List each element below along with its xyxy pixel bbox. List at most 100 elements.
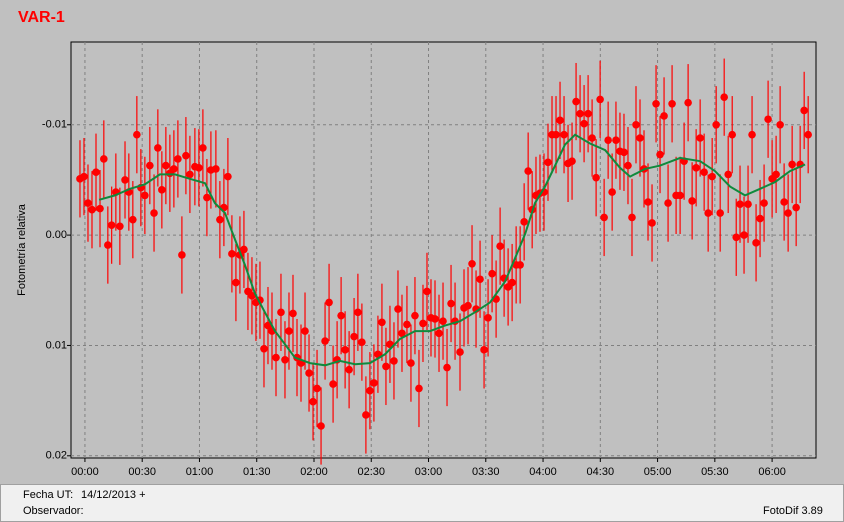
- data-point: [212, 165, 220, 173]
- x-tick-label: 06:00: [758, 466, 786, 478]
- data-point: [748, 130, 756, 139]
- data-point: [696, 134, 704, 142]
- data-point: [398, 329, 406, 338]
- date: 14/12/2013 +: [81, 489, 146, 501]
- data-point: [305, 369, 313, 377]
- chart-title: VAR-1: [18, 9, 65, 26]
- data-point: [704, 209, 712, 217]
- data-point: [129, 215, 137, 224]
- data-point: [632, 120, 640, 129]
- data-point: [272, 353, 280, 362]
- data-point: [596, 95, 604, 104]
- data-point: [435, 329, 443, 338]
- data-point: [480, 346, 488, 354]
- data-point: [560, 130, 568, 139]
- x-tick-label: 04:00: [529, 466, 557, 478]
- data-point: [604, 136, 612, 145]
- data-point: [439, 317, 447, 325]
- data-point: [784, 209, 792, 217]
- data-point: [158, 186, 166, 194]
- data-point: [456, 348, 464, 356]
- x-tick-label: 01:00: [186, 466, 214, 478]
- data-point: [423, 287, 431, 296]
- data-point: [178, 251, 186, 259]
- data-point: [260, 344, 268, 353]
- data-point: [484, 314, 492, 322]
- data-point: [154, 144, 162, 152]
- chart: VAR-1 Fotometría relativa -0.01 0.00 0.01 0…: [16, 9, 817, 478]
- data-point: [660, 112, 668, 120]
- data-point: [664, 199, 672, 207]
- data-point: [321, 337, 329, 345]
- data-point: [724, 170, 732, 179]
- data-point: [684, 98, 692, 107]
- x-tick-label: 05:00: [644, 466, 672, 478]
- data-point: [516, 261, 524, 269]
- data-point: [407, 359, 415, 367]
- data-point: [337, 311, 345, 320]
- data-point: [216, 215, 224, 224]
- data-point: [740, 231, 748, 239]
- data-point: [476, 275, 484, 284]
- data-point: [382, 362, 390, 371]
- data-point: [228, 250, 236, 258]
- data-point: [628, 213, 636, 222]
- data-point: [199, 144, 207, 152]
- data-point: [712, 120, 720, 129]
- data-point: [419, 319, 427, 328]
- data-point: [636, 134, 644, 142]
- data-point: [716, 209, 724, 217]
- y-tick-label: 0.01: [46, 339, 67, 351]
- data-point: [289, 309, 297, 318]
- data-point: [568, 157, 576, 165]
- data-point: [390, 357, 398, 365]
- data-point: [508, 278, 516, 287]
- data-point: [248, 291, 256, 300]
- data-point: [652, 99, 660, 108]
- y-tick-label: 0.02: [46, 450, 67, 462]
- data-point: [656, 150, 664, 159]
- data-point: [366, 386, 374, 395]
- data-point: [488, 269, 496, 278]
- data-point: [121, 176, 129, 184]
- data-point: [468, 259, 476, 268]
- data-point: [756, 214, 764, 223]
- data-point: [394, 305, 402, 313]
- y-tick-label: 0.00: [46, 229, 67, 241]
- data-point: [350, 332, 358, 341]
- x-tick-label: 04:30: [587, 466, 615, 478]
- data-point: [772, 170, 780, 179]
- data-point: [552, 130, 560, 139]
- data-point: [676, 191, 684, 200]
- data-point: [780, 198, 788, 206]
- data-point: [496, 242, 504, 250]
- y-tick-label: -0.01: [42, 119, 67, 131]
- data-point: [370, 379, 378, 387]
- data-point: [146, 161, 154, 170]
- data-point: [464, 301, 472, 310]
- data-point: [224, 172, 232, 181]
- data-point: [692, 163, 700, 172]
- data-point: [804, 130, 812, 139]
- x-tick-label: 00:30: [128, 466, 156, 478]
- data-point: [281, 355, 289, 364]
- data-point: [584, 109, 592, 118]
- data-point: [800, 106, 808, 115]
- data-point: [576, 109, 584, 118]
- data-point: [688, 197, 696, 205]
- data-point: [84, 199, 92, 207]
- plot-area: [70, 41, 817, 459]
- data-point: [325, 298, 333, 307]
- data-point: [600, 213, 608, 222]
- data-point: [232, 278, 240, 287]
- data-point: [544, 158, 552, 167]
- data-point: [760, 199, 768, 207]
- data-point: [195, 163, 203, 172]
- data-point: [415, 384, 423, 393]
- data-point: [624, 161, 632, 170]
- observer-label: Observador:: [23, 505, 84, 517]
- x-tick-label: 00:00: [71, 466, 99, 478]
- data-point: [788, 160, 796, 169]
- data-point: [116, 222, 124, 231]
